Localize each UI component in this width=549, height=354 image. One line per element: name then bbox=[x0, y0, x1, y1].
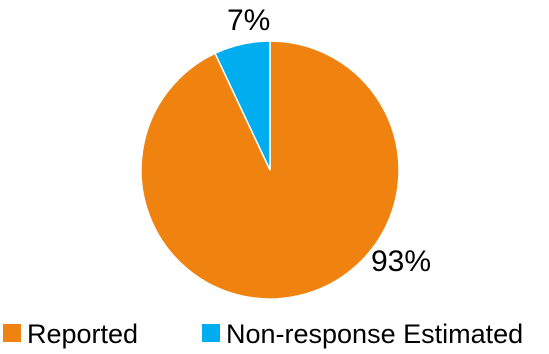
data-label-non-response-estimated: 7% bbox=[227, 4, 270, 37]
legend: Reported Non-response Estimated bbox=[3, 319, 523, 349]
legend-swatch-non-response-estimated bbox=[202, 324, 220, 342]
pie-slice-non-response-estimated bbox=[214, 40, 271, 171]
pie-slices bbox=[140, 40, 400, 300]
legend-label-non-response-estimated: Non-response Estimated bbox=[226, 319, 523, 349]
legend-swatch-reported bbox=[3, 324, 21, 342]
legend-label-reported: Reported bbox=[27, 319, 138, 349]
data-label-reported: 93% bbox=[371, 245, 431, 278]
